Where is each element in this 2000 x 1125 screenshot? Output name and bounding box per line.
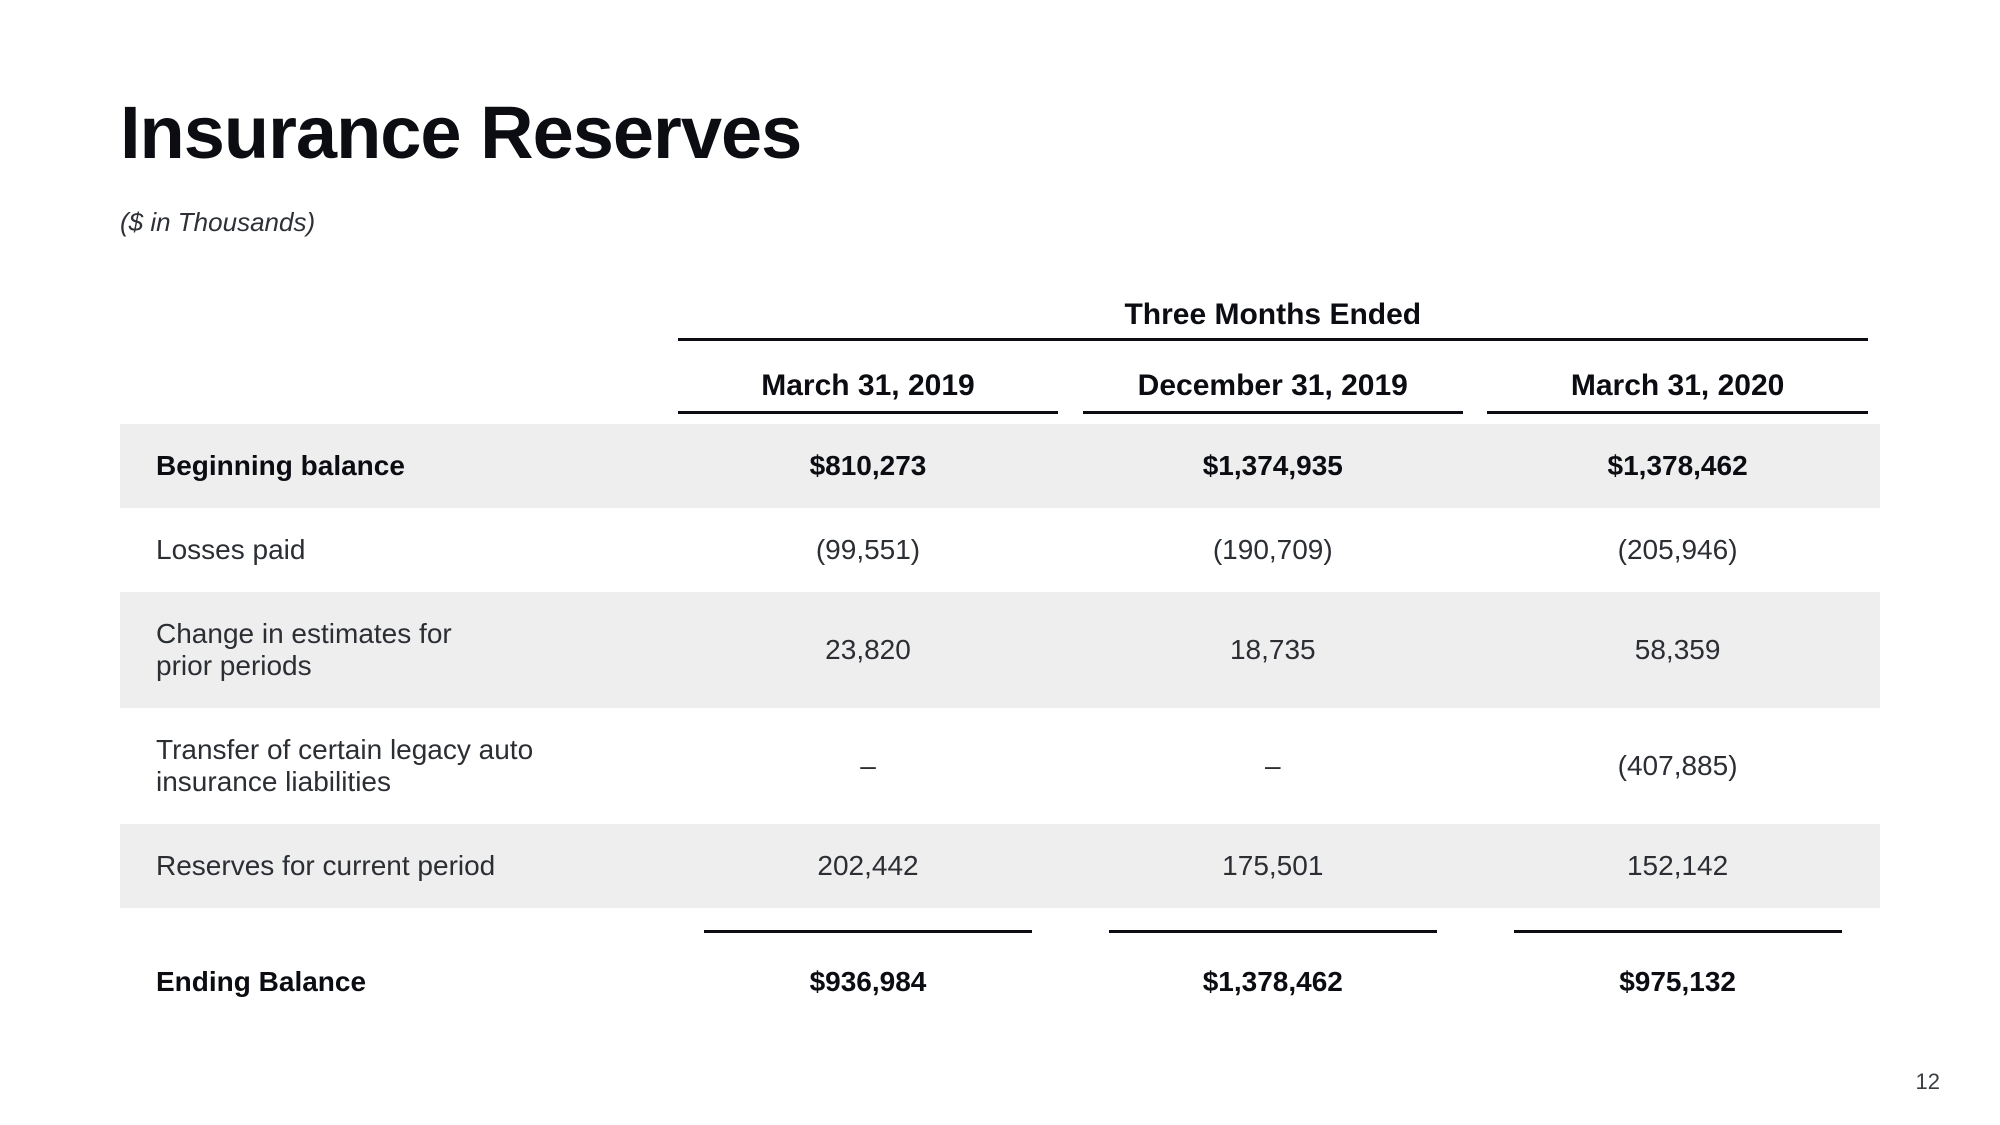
table-row: Ending Balance$936,984$1,378,462$975,132	[120, 940, 1880, 1024]
table-row: Transfer of certain legacy autoinsurance…	[120, 708, 1880, 824]
sum-line	[704, 930, 1032, 933]
row-label: Change in estimates forprior periods	[120, 592, 666, 708]
cell-value: $936,984	[666, 940, 1071, 1024]
row-label: Ending Balance	[120, 940, 666, 1024]
page-title: Insurance Reserves	[120, 90, 1880, 175]
span-header: Three Months Ended	[678, 298, 1868, 341]
row-label: Losses paid	[120, 508, 666, 592]
table-body: Beginning balance$810,273$1,374,935$1,37…	[120, 424, 1880, 1024]
slide: Insurance Reserves ($ in Thousands) Thre…	[0, 0, 2000, 1125]
column-headers-row: March 31, 2019 December 31, 2019 March 3…	[120, 351, 1880, 424]
table-row: Change in estimates forprior periods23,8…	[120, 592, 1880, 708]
units-subtitle: ($ in Thousands)	[120, 207, 1880, 238]
reserves-table: Three Months Ended March 31, 2019 Decemb…	[120, 298, 1880, 1024]
cell-value: $1,378,462	[1070, 940, 1475, 1024]
cell-value: $975,132	[1475, 940, 1880, 1024]
table-head: Three Months Ended March 31, 2019 Decemb…	[120, 298, 1880, 424]
col-header-0: March 31, 2019	[666, 351, 1071, 424]
cell-value: $1,374,935	[1070, 424, 1475, 508]
cell-value: 23,820	[666, 592, 1071, 708]
row-label: Beginning balance	[120, 424, 666, 508]
cell-value: 18,735	[1070, 592, 1475, 708]
reserves-table-wrap: Three Months Ended March 31, 2019 Decemb…	[120, 298, 1880, 1024]
cell-value: 175,501	[1070, 824, 1475, 908]
cell-value: 202,442	[666, 824, 1071, 908]
cell-value: 58,359	[1475, 592, 1880, 708]
cell-value: (99,551)	[666, 508, 1071, 592]
sum-line	[1514, 930, 1842, 933]
cell-value: $1,378,462	[1475, 424, 1880, 508]
col-header-1-label: December 31, 2019	[1083, 369, 1464, 414]
col-header-1: December 31, 2019	[1070, 351, 1475, 424]
span-header-cell: Three Months Ended	[666, 298, 1880, 351]
table-row: Beginning balance$810,273$1,374,935$1,37…	[120, 424, 1880, 508]
cell-value: 152,142	[1475, 824, 1880, 908]
col-header-0-label: March 31, 2019	[678, 369, 1059, 414]
cell-value: (205,946)	[1475, 508, 1880, 592]
sum-line	[1109, 930, 1437, 933]
cell-value: –	[1070, 708, 1475, 824]
table-row: Losses paid(99,551)(190,709)(205,946)	[120, 508, 1880, 592]
col-header-2: March 31, 2020	[1475, 351, 1880, 424]
col-header-2-label: March 31, 2020	[1487, 369, 1868, 414]
row-label: Reserves for current period	[120, 824, 666, 908]
page-number: 12	[1916, 1069, 1940, 1095]
cell-value: (190,709)	[1070, 508, 1475, 592]
cell-value: $810,273	[666, 424, 1071, 508]
cell-value: –	[666, 708, 1071, 824]
sum-line-row	[120, 908, 1880, 940]
table-row: Reserves for current period202,442175,50…	[120, 824, 1880, 908]
cell-value: (407,885)	[1475, 708, 1880, 824]
row-label: Transfer of certain legacy autoinsurance…	[120, 708, 666, 824]
